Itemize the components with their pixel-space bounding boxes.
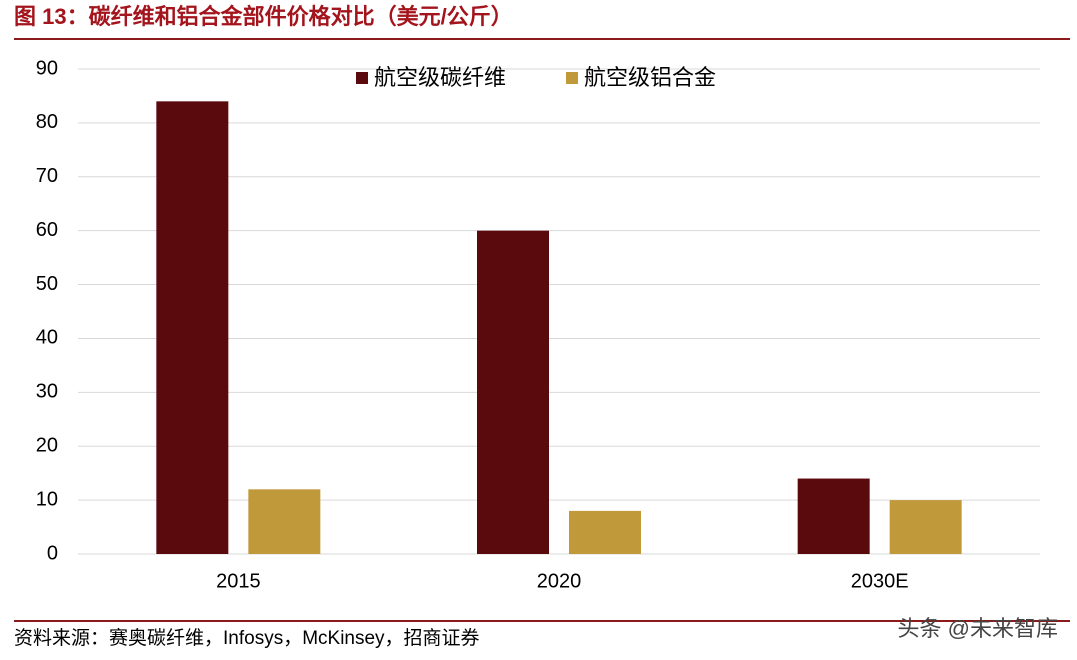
chart-title: 图 13：碳纤维和铝合金部件价格对比（美元/公斤）	[14, 4, 513, 29]
y-tick-label: 0	[47, 542, 58, 564]
source-note: 资料来源：赛奥碳纤维，Infosys，McKinsey，招商证券	[14, 627, 480, 649]
bar	[477, 230, 549, 554]
x-tick-label: 2015	[216, 570, 261, 592]
bar	[156, 101, 229, 554]
x-tick-label: 2020	[537, 570, 582, 592]
y-tick-label: 50	[36, 273, 58, 295]
watermark: 头条 @未来智库	[898, 616, 1058, 641]
y-tick-label: 60	[36, 219, 58, 241]
y-tick-label: 90	[36, 57, 58, 79]
y-tick-label: 40	[36, 327, 58, 349]
y-tick-label: 20	[36, 435, 58, 457]
legend-label: 航空级碳纤维	[374, 65, 506, 90]
bar	[797, 478, 870, 554]
bar	[569, 510, 641, 554]
bar	[889, 500, 962, 554]
x-tick-label: 2030E	[851, 570, 909, 592]
y-tick-label: 80	[36, 111, 58, 133]
legend-swatch	[566, 72, 578, 84]
legend-label: 航空级铝合金	[584, 65, 716, 90]
legend-swatch	[356, 72, 368, 84]
y-tick-label: 10	[36, 488, 58, 510]
bar	[248, 489, 321, 554]
y-tick-label: 30	[36, 381, 58, 403]
y-tick-label: 70	[36, 165, 58, 187]
